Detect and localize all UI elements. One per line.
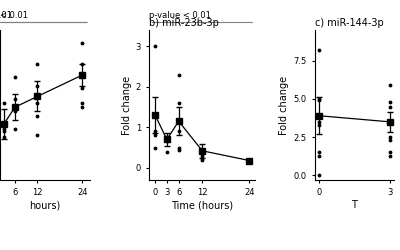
Y-axis label: Fold change: Fold change [122, 76, 132, 134]
Text: c) miR-144-3p: c) miR-144-3p [315, 18, 384, 28]
Text: < 0.01: < 0.01 [0, 10, 12, 20]
X-axis label: hours): hours) [29, 200, 60, 210]
X-axis label: Time (hours): Time (hours) [171, 200, 233, 210]
Text: < 0.01: < 0.01 [0, 10, 28, 20]
X-axis label: T: T [352, 200, 357, 210]
Text: b) miR-23b-3p: b) miR-23b-3p [150, 18, 219, 28]
Text: p-value < 0.01: p-value < 0.01 [150, 10, 211, 20]
Y-axis label: Fold change: Fold change [279, 76, 289, 134]
